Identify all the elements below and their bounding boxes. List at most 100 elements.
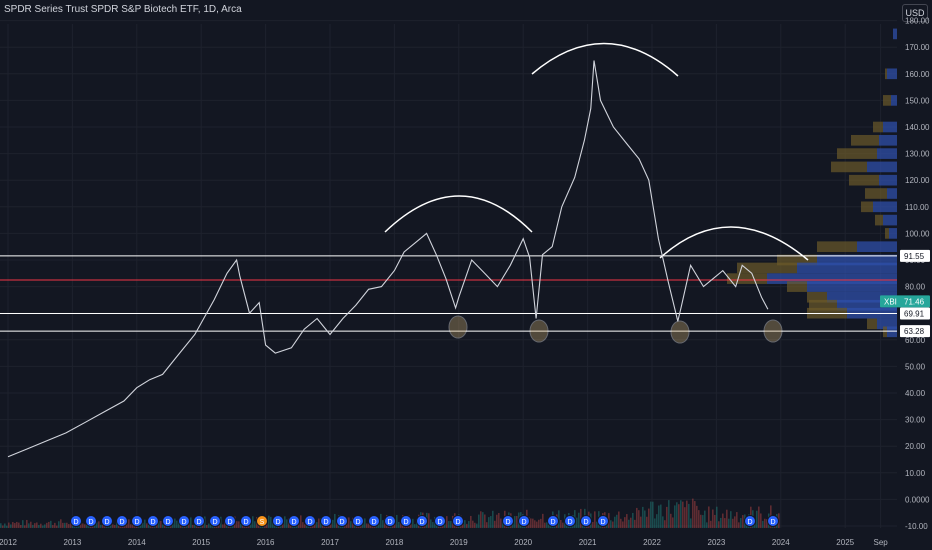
profile-bar-orange: [867, 318, 877, 330]
event-marker: D: [178, 515, 190, 527]
profile-bar-blue: [879, 134, 897, 146]
volume-bar: [676, 502, 678, 528]
y-tick-label: 10.00: [905, 469, 926, 478]
y-tick-label: 140.00: [905, 123, 930, 132]
volume-bar: [138, 525, 140, 528]
y-axis: -10.00 0.0000 10.00 20.00 30.00 40.00 50.00 60.…: [905, 17, 930, 531]
volume-bar: [368, 523, 370, 528]
event-marker: D: [416, 515, 428, 527]
volume-bar: [470, 515, 472, 528]
y-tick-label: 160.00: [905, 70, 930, 79]
event-marker-dot: [70, 515, 82, 527]
volume-bar: [56, 525, 58, 528]
volume-bar: [466, 523, 468, 528]
price-line-xbi: [7, 60, 769, 458]
event-marker-dot: [564, 515, 576, 527]
event-marker: S: [256, 515, 268, 527]
volume-bar: [396, 514, 398, 528]
x-tick-label: 2018: [386, 538, 404, 547]
volume-bar: [514, 516, 516, 528]
support-circle: [448, 315, 468, 339]
volume-bar: [692, 498, 694, 528]
event-marker-label: D: [550, 519, 555, 526]
y-tick-label: 60.00: [905, 336, 926, 345]
volume-bar: [482, 512, 484, 528]
volume-bar: [704, 510, 706, 528]
currency-button[interactable]: USD: [902, 4, 928, 22]
profile-bar-blue: [877, 318, 897, 330]
event-marker-label: D: [323, 519, 328, 526]
volume-bar: [94, 525, 96, 528]
volume-bar: [142, 522, 144, 528]
volume-bar: [398, 521, 400, 528]
price-series: [7, 60, 769, 458]
volume-bar: [80, 521, 82, 528]
event-marker-dot: [116, 515, 128, 527]
volume-bar: [706, 522, 708, 528]
volume-bar: [684, 507, 686, 528]
volume-bar: [236, 521, 238, 528]
event-marker-label: D: [181, 519, 186, 526]
volume-bar: [686, 500, 688, 528]
volume-bar: [478, 514, 480, 528]
support-circle: [763, 319, 783, 343]
volume-bar: [622, 521, 624, 528]
volume-bar: [10, 524, 12, 528]
volume-bar: [266, 521, 268, 528]
volume-bar: [558, 510, 560, 528]
event-marker: D: [502, 515, 514, 527]
volume-bar: [40, 523, 42, 528]
x-tick-label: 2025: [836, 538, 854, 547]
event-marker: D: [162, 515, 174, 527]
support-circles: [448, 315, 783, 344]
event-marker-dot: [193, 515, 205, 527]
volume-bar: [316, 522, 318, 528]
support-circle: [670, 320, 690, 344]
volume-bar: [300, 515, 302, 528]
event-marker-dot: [101, 515, 113, 527]
profile-bar-orange: [861, 201, 873, 213]
volume-bar: [728, 518, 730, 528]
volume-bar: [110, 523, 112, 528]
event-marker: D: [400, 515, 412, 527]
volume-bar: [50, 520, 52, 528]
event-marker-dot: [767, 515, 779, 527]
volume-bar: [98, 521, 100, 528]
profile-bar-blue: [877, 148, 897, 159]
profile-bar-orange: [737, 262, 797, 274]
event-marker-label: D: [505, 519, 510, 526]
y-tick-label: 100.00: [905, 229, 930, 238]
volume-bar: [12, 522, 14, 528]
event-marker-label: D: [567, 519, 572, 526]
volume-bar: [494, 520, 496, 528]
volume-bar: [476, 523, 478, 528]
event-marker: D: [101, 515, 113, 527]
event-marker: D: [209, 515, 221, 527]
volume-bar: [128, 519, 130, 528]
event-marker-dot: [272, 515, 284, 527]
volume-bar: [732, 518, 734, 528]
y-tick-label: 150.00: [905, 96, 930, 105]
x-tick-label: 2014: [128, 538, 146, 547]
y-tick-label: 80.00: [905, 283, 926, 292]
volume-bar: [688, 503, 690, 528]
y-tick-label: 170.00: [905, 43, 930, 52]
volume-bar: [474, 522, 476, 528]
volume-bar: [190, 517, 192, 528]
volume-bar: [252, 516, 254, 528]
event-marker-label: D: [747, 519, 752, 526]
volume-bar: [22, 520, 24, 528]
volume-bar: [26, 519, 28, 528]
volume-bar: [624, 517, 626, 528]
volume-bar: [620, 518, 622, 528]
volume-bar: [726, 509, 728, 528]
event-marker-dot: [384, 515, 396, 527]
volume-bar: [610, 520, 612, 528]
volume-bar: [2, 525, 4, 528]
volume-bar: [52, 525, 54, 528]
profile-bar-blue: [889, 228, 897, 239]
profile-bar-blue: [893, 28, 897, 40]
volume-bar: [34, 523, 36, 528]
x-tick-label: 2017: [321, 538, 339, 547]
